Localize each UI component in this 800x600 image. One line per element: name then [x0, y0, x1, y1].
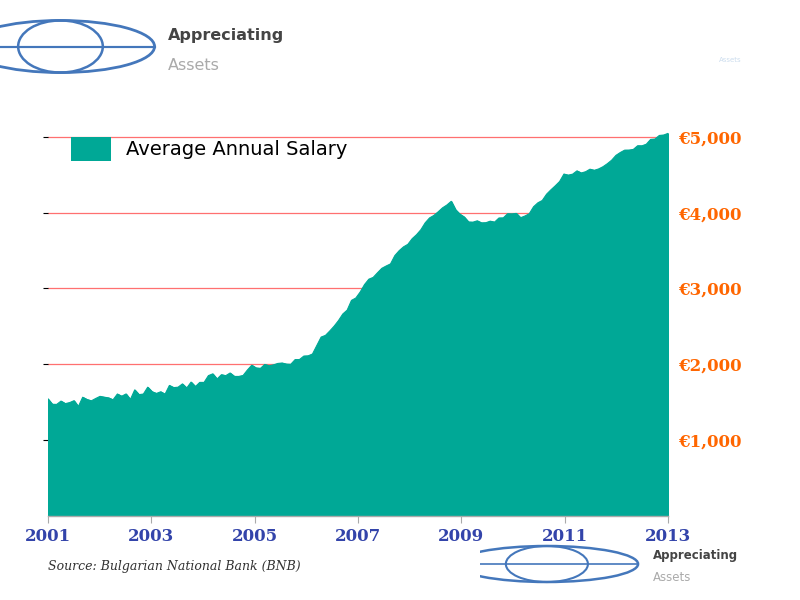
Text: Russian: Russian — [447, 55, 496, 65]
Text: Appreciating: Appreciating — [654, 548, 738, 562]
Text: Property Now: Property Now — [542, 25, 621, 35]
Text: Assets: Assets — [654, 571, 692, 584]
Text: Bulgarian: Bulgarian — [447, 25, 507, 35]
Text: into the: into the — [366, 55, 413, 65]
Text: Source: Bulgarian National Bank (BNB): Source: Bulgarian National Bank (BNB) — [48, 560, 301, 573]
Text: Appreciating: Appreciating — [168, 28, 284, 43]
Text: Assets: Assets — [718, 58, 742, 64]
Text: Sell your: Sell your — [366, 25, 418, 35]
Legend: Average Annual Salary: Average Annual Salary — [57, 123, 362, 175]
Text: Appreciating: Appreciating — [718, 32, 763, 38]
Text: Market: Market — [538, 55, 580, 65]
Text: Assets: Assets — [168, 58, 220, 73]
